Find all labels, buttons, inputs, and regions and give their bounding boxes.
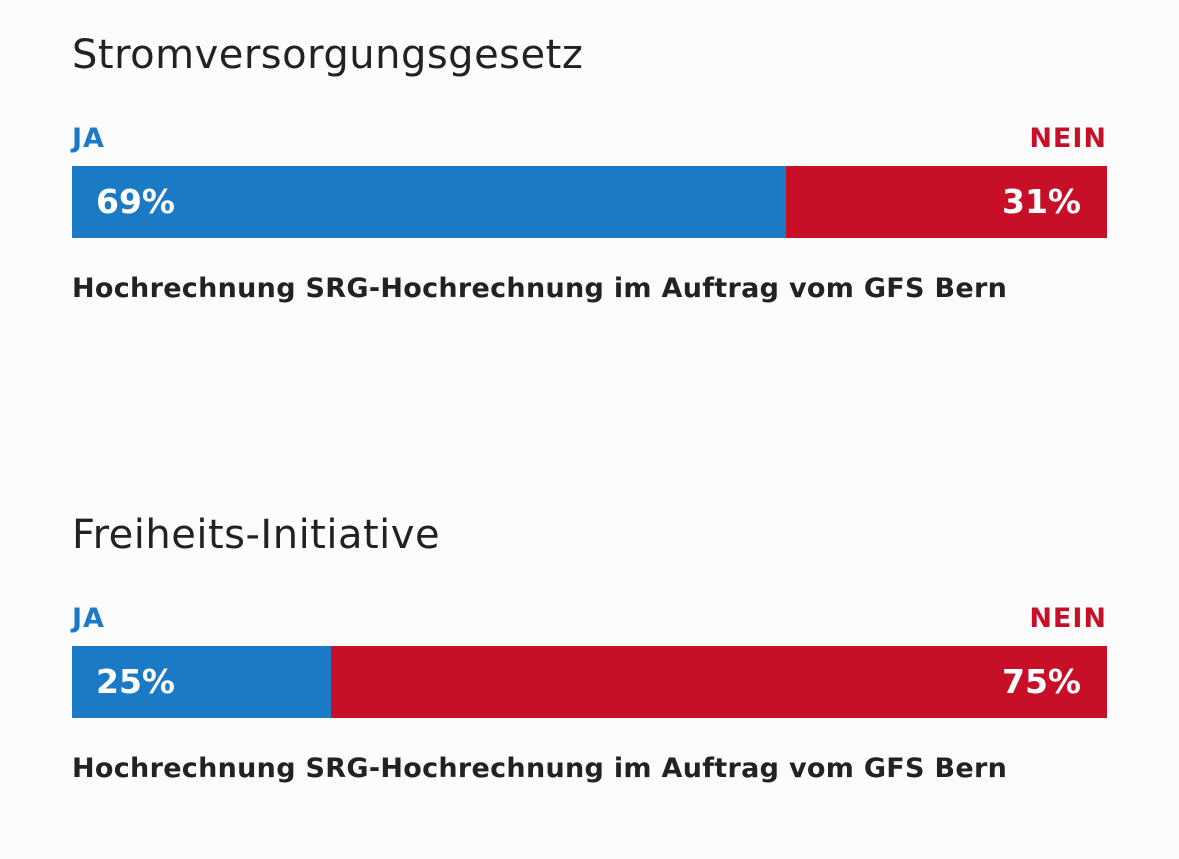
ja-label: JA	[72, 123, 105, 154]
nein-label: NEIN	[1029, 123, 1107, 154]
answer-labels: JA NEIN	[72, 602, 1107, 636]
ja-percent-label: 25%	[96, 662, 175, 701]
source-note: Hochrechnung SRG-Hochrechnung im Auftrag…	[72, 273, 1008, 304]
ja-percent-label: 69%	[96, 182, 175, 221]
vote-title: Freiheits-Initiative	[72, 512, 441, 558]
nein-percent-label: 75%	[1002, 662, 1081, 701]
nein-label: NEIN	[1029, 603, 1107, 634]
nein-percent-label: 31%	[1001, 182, 1081, 221]
result-bar: 69% 31%	[72, 166, 1107, 238]
ja-label: JA	[72, 603, 105, 634]
ja-bar-segment: 25%	[72, 646, 331, 718]
ja-bar-segment: 69%	[72, 166, 787, 238]
vote-title: Stromversorgungsgesetz	[72, 32, 584, 78]
vote-result-stromversorgungsgesetz: Stromversorgungsgesetz JA NEIN 69% 31% H…	[72, 30, 1107, 306]
nein-bar-segment: 31%	[786, 166, 1107, 238]
nein-bar-segment: 75%	[330, 646, 1107, 718]
answer-labels: JA NEIN	[72, 122, 1107, 156]
result-bar: 25% 75%	[72, 646, 1107, 718]
vote-result-freiheits-initiative: Freiheits-Initiative JA NEIN 25% 75% Hoc…	[72, 510, 1107, 786]
source-note: Hochrechnung SRG-Hochrechnung im Auftrag…	[72, 753, 1008, 784]
